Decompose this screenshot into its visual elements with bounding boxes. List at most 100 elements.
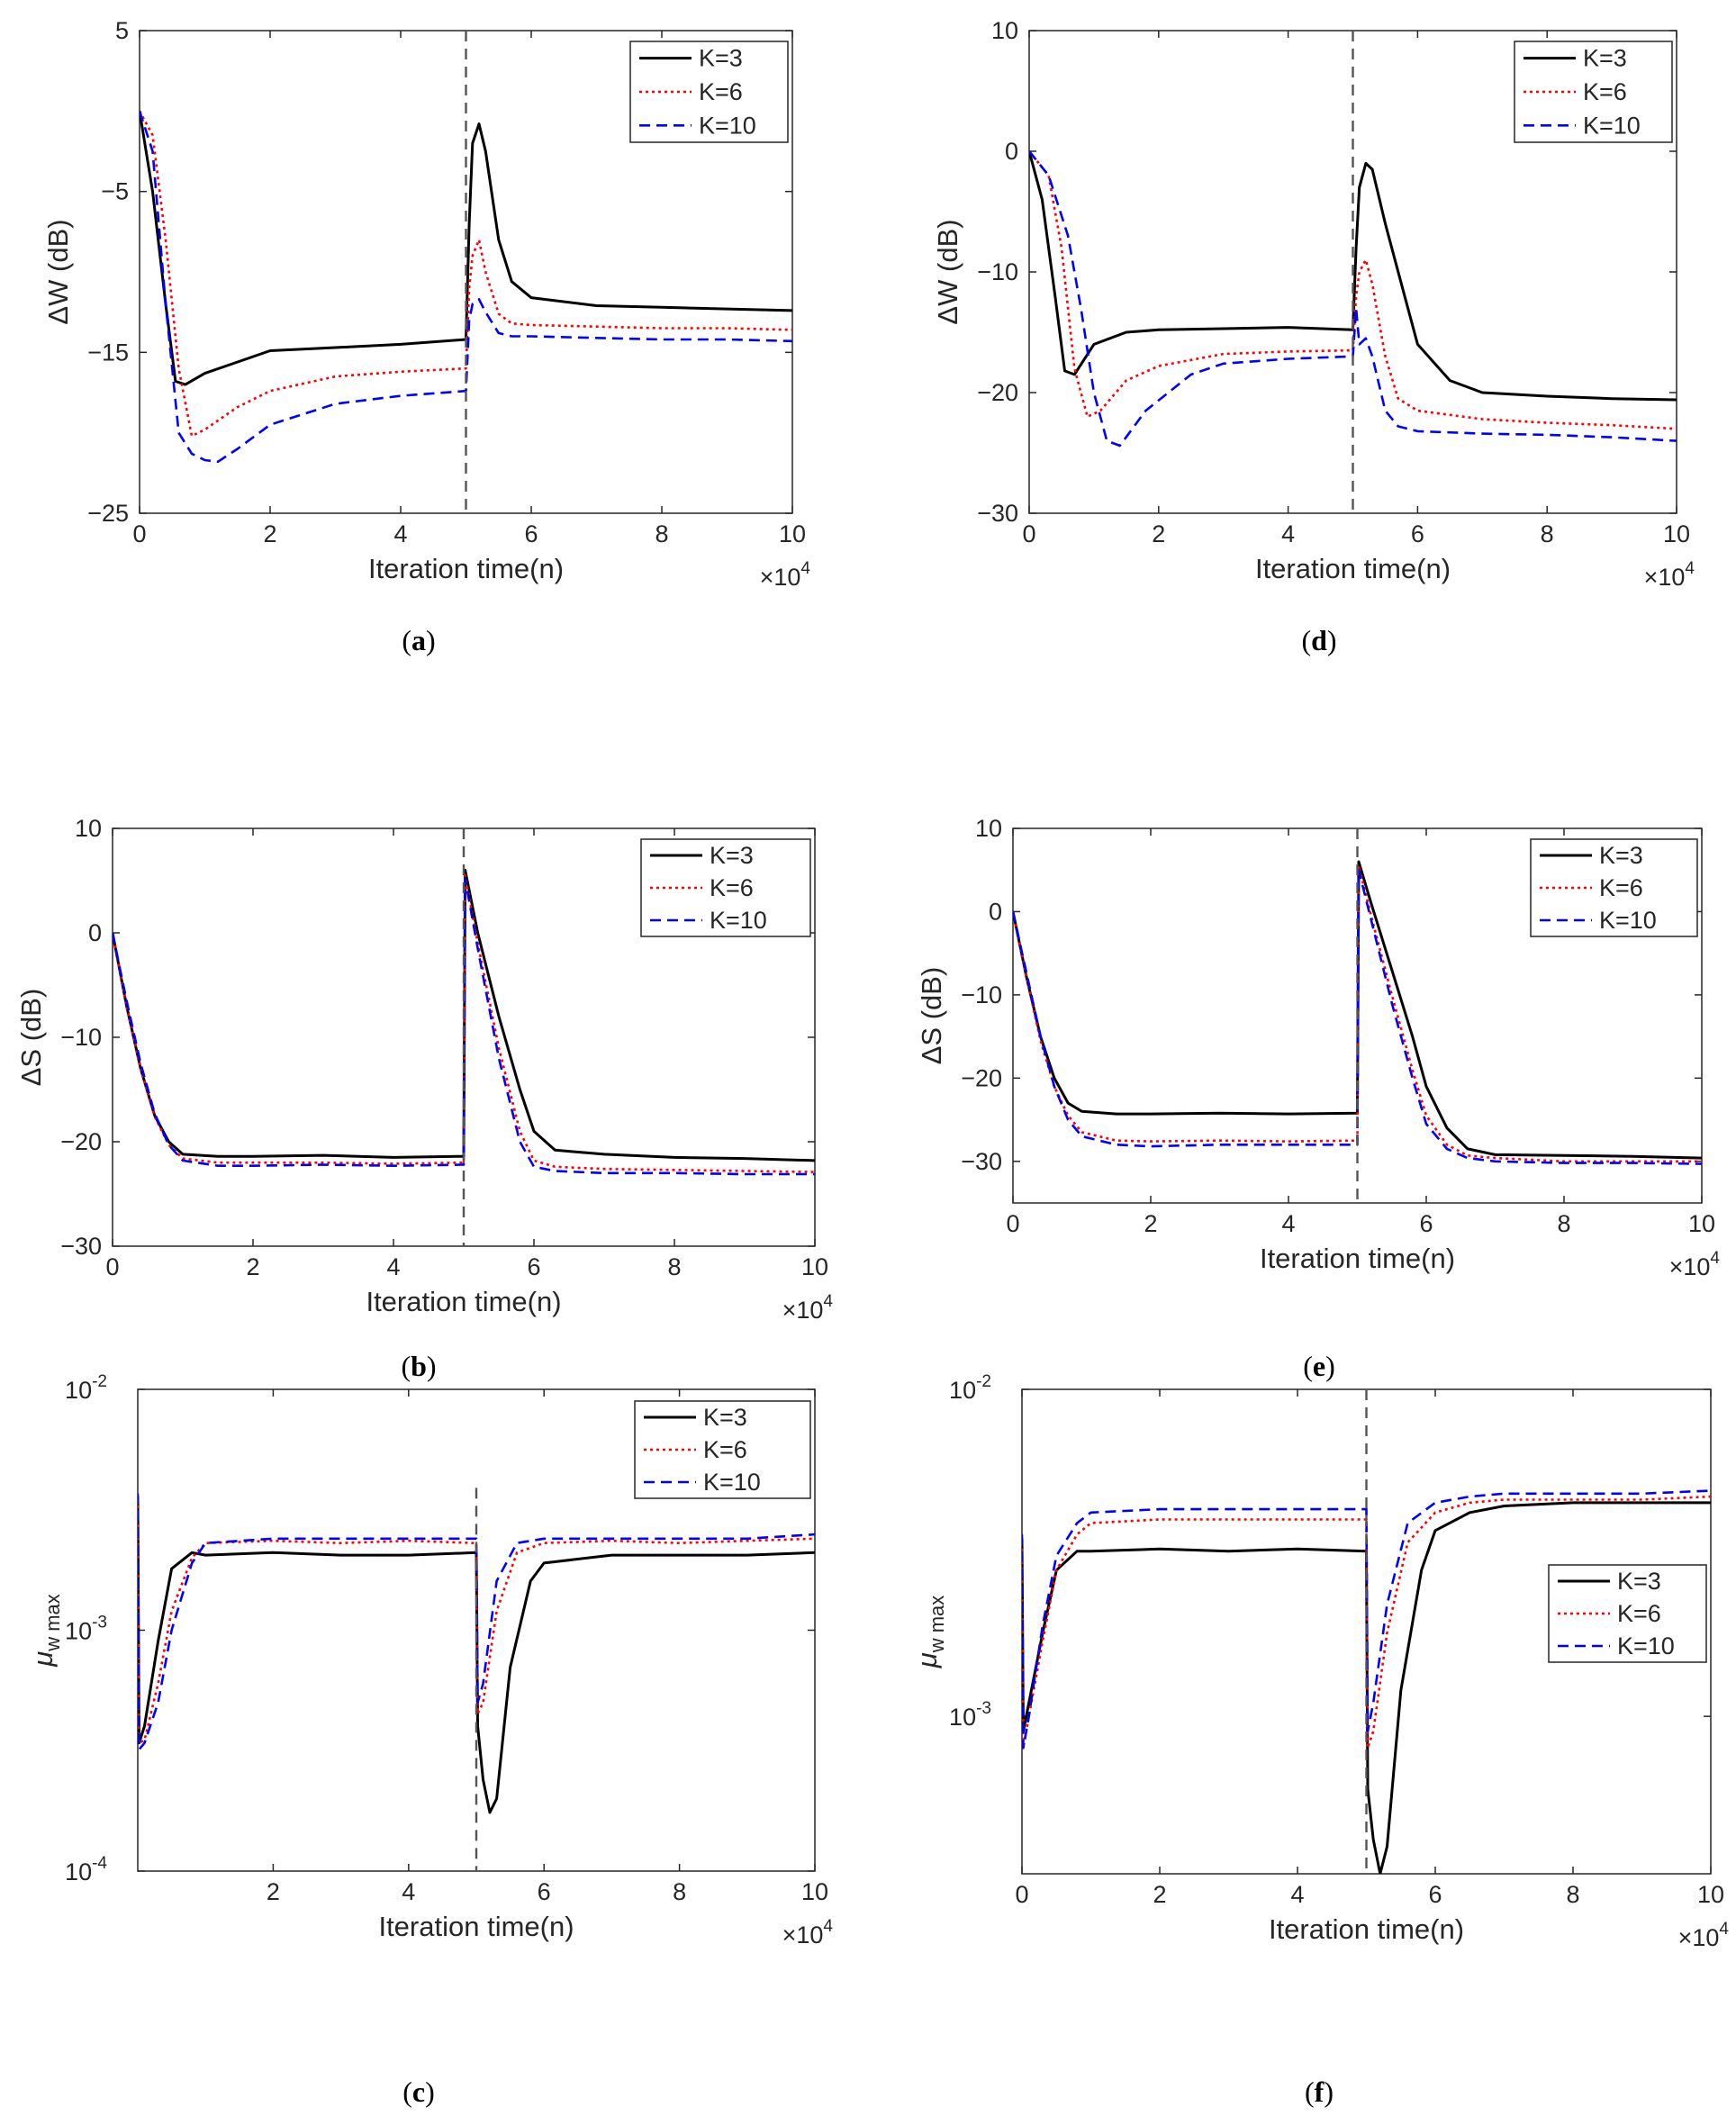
x-tick-label: 4 [1281,520,1295,547]
x-scale-base: ×10 [1669,1253,1711,1280]
y-tick-base: 10 [949,1704,976,1731]
x-tick-label: 0 [1022,520,1035,547]
legend-entry: K=10 [699,112,756,139]
y-tick-label: −30 [60,1233,102,1260]
x-tick-label: 6 [524,520,538,547]
y-tick-exp: -2 [976,1372,991,1391]
y-tick-label: −25 [87,500,129,527]
caption-close: ) [427,1350,437,1382]
x-scale-exp: 4 [823,1917,833,1936]
x-scale-exp: 4 [1719,1920,1729,1939]
series-line-k-10 [113,877,815,1176]
y-tick-exp: -2 [92,1372,107,1391]
legend-entry: K=10 [1599,907,1657,934]
x-tick-label: 10 [1663,520,1690,547]
x-scale-base: ×10 [1644,564,1686,591]
caption-open: ( [1301,624,1311,656]
series-line-k-6 [138,1498,815,1745]
y-tick-label: 10-2 [65,1372,107,1404]
x-scale-base: ×10 [1678,1924,1720,1951]
caption-close: ) [1327,624,1337,656]
y-tick-label: −30 [961,1148,1002,1175]
x-scale-exp: 4 [1685,559,1695,578]
x-scale-base: ×10 [782,1922,824,1949]
x-tick-label: 8 [1566,1881,1579,1908]
legend: K=3 K=6 K=10 [1514,41,1673,143]
y-label-symbol: μ [911,1652,943,1668]
panel-caption: (f) [1305,2075,1334,2108]
x-scale-base: ×10 [782,1297,824,1324]
y-tick-label: −20 [60,1128,102,1155]
caption-letter: c [412,2075,425,2108]
x-tick-label: 0 [1015,1881,1028,1908]
x-tick-label: 10 [1697,1881,1724,1908]
legend-entry: K=10 [710,907,767,934]
caption-letter: e [1313,1350,1325,1382]
x-tick-label: 4 [1281,1210,1295,1237]
caption-letter: b [411,1350,427,1382]
y-axis-label: ΔS (dB) [916,967,947,1065]
x-tick-label: 6 [527,1253,540,1280]
y-tick-label: −10 [961,981,1002,1008]
legend-entry: K=3 [1583,45,1627,72]
x-tick-label: 0 [1006,1210,1019,1237]
series-line-k-10 [1022,1489,1711,1750]
y-tick-base: 10 [65,1858,92,1885]
y-tick-label: −10 [60,1024,102,1051]
caption-letter: a [411,624,426,656]
x-tick-label: 8 [673,1878,686,1905]
legend-entry: K=3 [1617,1568,1661,1595]
series-line-k-3 [1029,150,1677,402]
x-tick-label: 6 [538,1878,551,1905]
x-axis-label: Iteration time(n) [378,1911,574,1942]
legend-entry: K=10 [1617,1632,1675,1659]
legend-entry: K=10 [703,1469,761,1496]
y-tick-base: 10 [949,1377,976,1404]
x-tick-label: 0 [132,520,146,547]
y-tick-label: −30 [977,500,1018,527]
y-tick-label: 10 [991,17,1018,44]
y-tick-label: −5 [101,178,129,205]
caption-close: ) [1325,1350,1335,1382]
y-tick-label: 0 [88,919,102,946]
y-tick-exp: -3 [92,1614,107,1632]
x-scale-factor: ×104 [1669,1249,1721,1280]
legend-entry: K=6 [1583,78,1627,105]
legend: K=3 K=6 K=10 [640,838,811,937]
x-tick-label: 4 [402,1878,415,1905]
panel-caption: (c) [402,2075,435,2108]
y-tick-label: 0 [989,898,1002,925]
x-tick-label: 8 [1557,1210,1570,1237]
y-axis-label: ΔS (dB) [15,989,47,1087]
caption-close: ) [1324,2075,1334,2108]
x-scale-exp: 4 [800,559,810,578]
y-axis-label: μw max [27,1594,64,1668]
series-line-k-3 [140,111,792,386]
legend-entry: K=6 [1599,874,1643,901]
y-tick-label: −20 [961,1064,1002,1091]
legend-entry: K=3 [703,1404,747,1431]
x-scale-factor: ×104 [760,559,811,591]
y-tick-exp: -4 [92,1854,107,1873]
y-tick-label: 10-2 [949,1372,991,1404]
legend: K=3 K=6 K=10 [1548,1564,1707,1663]
x-axis-label: Iteration time(n) [368,553,564,584]
x-scale-factor: ×104 [782,1292,834,1324]
legend: K=3 K=6 K=10 [629,41,789,143]
x-tick-label: 10 [779,520,806,547]
panel-caption: (d) [1301,624,1336,656]
panel-caption: (b) [401,1350,436,1382]
x-tick-label: 4 [393,520,407,547]
x-axis-label: Iteration time(n) [1260,1243,1455,1274]
x-tick-label: 0 [105,1253,119,1280]
y-tick-label: 10-3 [65,1614,107,1645]
y-tick-base: 10 [65,1618,92,1645]
series-line-k-6 [140,110,792,438]
caption-open: ( [402,2075,412,2108]
y-tick-label: 10 [75,815,102,842]
x-tick-label: 6 [1411,520,1424,547]
